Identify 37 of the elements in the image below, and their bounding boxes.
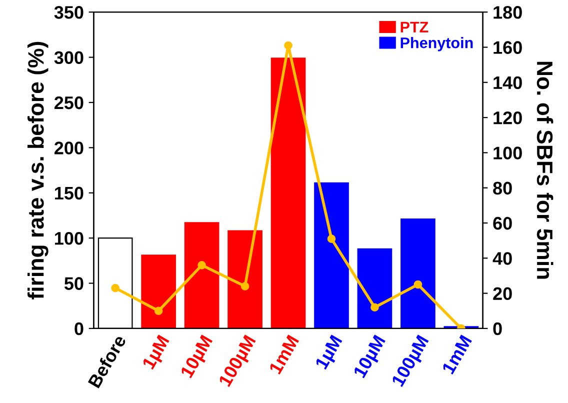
y-tick-label: 350 [54, 6, 84, 19]
point [284, 41, 292, 50]
point [240, 282, 250, 290]
point [370, 303, 379, 312]
y2-tick-label: 120 [494, 111, 522, 124]
bar [270, 58, 306, 328]
y2-tick-label: 160 [494, 41, 522, 54]
bar [314, 182, 349, 328]
y2-tick-label: 0 [493, 322, 502, 336]
point [327, 234, 336, 243]
y-axis-title: firing rate v.s. before (%) [28, 42, 48, 300]
bar [184, 222, 220, 328]
legend-label: Phenytoin [400, 37, 473, 52]
bar [141, 254, 176, 328]
legend-label: PTZ [400, 22, 428, 32]
y-tick-label: 50 [64, 277, 84, 290]
point [111, 284, 120, 292]
y-tick-label: 100 [55, 232, 84, 245]
point [154, 306, 163, 316]
y2-tick-label: 100 [494, 146, 522, 160]
y2-tick-label: 180 [494, 6, 522, 19]
y2-tick-label: 60 [493, 216, 512, 230]
y2-tick-label: 40 [492, 252, 512, 265]
y-tick-label: 250 [54, 96, 84, 110]
y-tick-label: 300 [54, 51, 84, 64]
y-tick-label: 0 [74, 322, 84, 336]
y2-axis-title: No. of SBFs for 5min [536, 62, 554, 279]
y2-tick-label: 140 [494, 76, 522, 90]
bar [228, 230, 262, 328]
point [198, 261, 206, 270]
y-tick-label: 150 [55, 186, 84, 200]
y-tick-label: 200 [54, 142, 84, 154]
bar [357, 248, 392, 328]
y2-tick-label: 80 [493, 182, 512, 195]
bar [400, 218, 436, 328]
y2-tick-label: 20 [493, 287, 512, 300]
point [414, 280, 422, 289]
